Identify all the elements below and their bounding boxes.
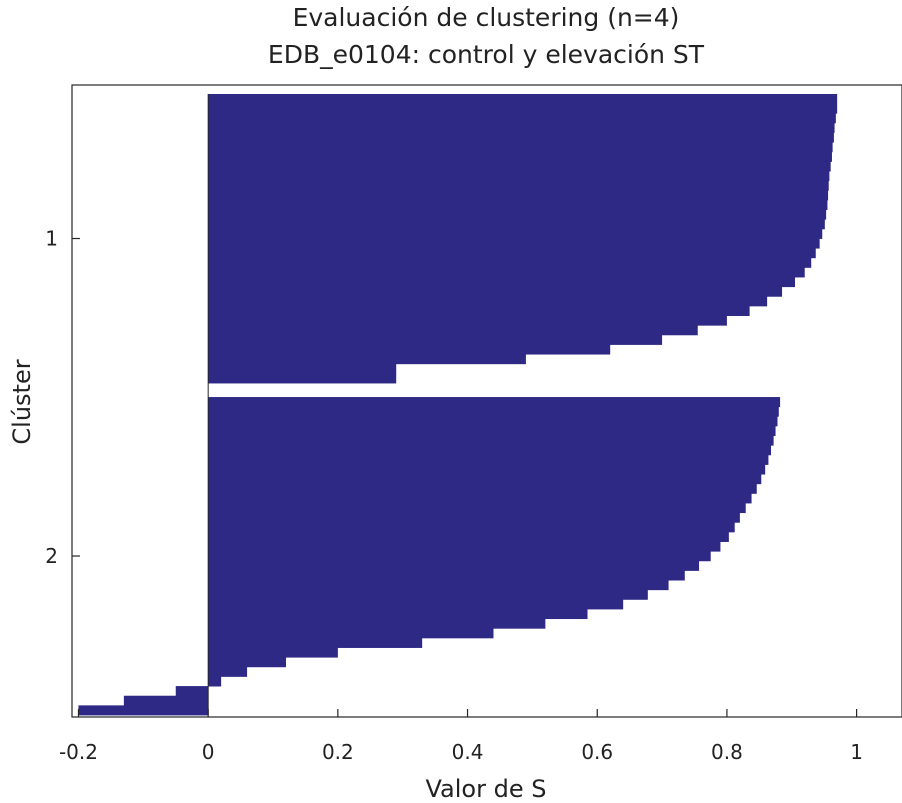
- silhouette-bar-cluster-2-22: [208, 599, 624, 610]
- silhouette-bar-cluster-1-9: [208, 171, 830, 182]
- silhouette-bar-cluster-1-20: [208, 277, 796, 288]
- silhouette-bar-cluster-2-17: [208, 551, 711, 562]
- silhouette-bar-cluster-1-28: [208, 354, 526, 365]
- silhouette-bar-cluster-2-27: [208, 647, 338, 658]
- silhouette-bar-cluster-2-30: [208, 676, 222, 687]
- y-tick-label: 1: [45, 227, 58, 251]
- silhouette-bar-cluster-1-24: [208, 315, 727, 326]
- silhouette-bar-cluster-2-10: [208, 483, 757, 494]
- silhouette-bar-cluster-2-6: [208, 445, 772, 456]
- silhouette-bar-cluster-1-18: [208, 257, 812, 268]
- x-tick-label: 0.8: [711, 740, 743, 764]
- silhouette-bar-cluster-2-7: [208, 454, 769, 465]
- silhouette-bar-cluster-2-24: [208, 618, 546, 629]
- chart-subtitle: EDB_e0104: control y elevación ST: [268, 40, 705, 69]
- y-tick-label: 2: [45, 544, 58, 568]
- silhouette-bar-cluster-2-20: [208, 580, 669, 591]
- silhouette-bar-cluster-2-29: [208, 666, 248, 677]
- silhouette-bar-cluster-2-31: [175, 686, 209, 697]
- silhouette-bar-cluster-2-16: [208, 541, 721, 552]
- silhouette-bar-cluster-1-17: [208, 248, 816, 259]
- silhouette-bar-cluster-2-9: [208, 474, 762, 485]
- silhouette-bar-cluster-1-4: [208, 122, 835, 133]
- silhouette-bar-cluster-2-13: [208, 512, 740, 523]
- silhouette-bar-cluster-1-14: [208, 219, 825, 230]
- x-tick-label: 0.6: [581, 740, 613, 764]
- silhouette-bar-cluster-2-14: [208, 522, 735, 533]
- silhouette-bar-cluster-2-25: [208, 628, 494, 639]
- silhouette-bar-cluster-1-16: [208, 238, 820, 249]
- silhouette-bar-cluster-1-30: [208, 373, 397, 384]
- silhouette-bar-cluster-1-22: [208, 296, 768, 307]
- silhouette-bar-cluster-1-19: [208, 267, 805, 278]
- x-tick-label: 0.2: [322, 740, 354, 764]
- plot-area-frame: [71, 84, 902, 718]
- silhouette-bar-cluster-2-3: [208, 416, 778, 427]
- axes-group: -0.2 0 0.2 0.4 0.6 0.8 1 1 2: [45, 227, 863, 764]
- silhouette-bar-cluster-2-19: [208, 570, 685, 581]
- bar-group: [78, 94, 838, 716]
- silhouette-bar-cluster-2-33: [78, 705, 209, 716]
- silhouette-bar-cluster-2-21: [208, 589, 648, 600]
- silhouette-bar-cluster-1-5: [208, 132, 834, 143]
- x-tick-label: -0.2: [59, 740, 98, 764]
- silhouette-bar-cluster-1-11: [208, 190, 829, 201]
- silhouette-bar-cluster-1-3: [208, 113, 836, 124]
- silhouette-bar-cluster-1-26: [208, 334, 663, 345]
- silhouette-bar-cluster-2-32: [123, 695, 209, 706]
- silhouette-bar-cluster-1-2: [208, 103, 838, 114]
- silhouette-bar-cluster-1-23: [208, 305, 750, 317]
- silhouette-bar-cluster-2-1: [208, 397, 781, 408]
- silhouette-bar-cluster-1-27: [208, 344, 611, 355]
- x-tick-label: 1: [850, 740, 863, 764]
- silhouette-bar-cluster-2-11: [208, 493, 752, 504]
- silhouette-bar-cluster-1-6: [208, 142, 833, 153]
- silhouette-bar-cluster-2-23: [208, 609, 588, 620]
- silhouette-bar-cluster-2-2: [208, 406, 779, 417]
- silhouette-bar-cluster-1-13: [208, 209, 827, 220]
- y-axis-label: Clúster: [8, 359, 36, 444]
- silhouette-bar-cluster-1-15: [208, 228, 823, 239]
- silhouette-bar-cluster-1-7: [208, 151, 832, 162]
- x-tick-label: 0: [202, 740, 215, 764]
- silhouette-bar-cluster-2-26: [208, 637, 423, 648]
- silhouette-bar-cluster-2-5: [208, 435, 774, 446]
- silhouette-bar-cluster-2-4: [208, 425, 776, 436]
- silhouette-bar-cluster-1-25: [208, 325, 698, 336]
- silhouette-bar-cluster-2-15: [208, 531, 729, 542]
- silhouette-bar-cluster-1-8: [208, 161, 831, 172]
- silhouette-bar-cluster-1-12: [208, 199, 828, 211]
- x-tick-label: 0.4: [452, 740, 484, 764]
- chart-title: Evaluación de clustering (n=4): [293, 3, 680, 32]
- silhouette-bar-cluster-1-29: [208, 363, 397, 374]
- silhouette-bar-cluster-2-18: [208, 560, 700, 571]
- silhouette-bar-cluster-1-21: [208, 286, 783, 297]
- silhouette-bar-cluster-1-1: [208, 94, 838, 105]
- silhouette-bar-cluster-1-10: [208, 180, 829, 191]
- silhouette-bar-cluster-2-12: [208, 503, 746, 514]
- x-axis-label: Valor de S: [426, 775, 547, 803]
- silhouette-bar-cluster-2-28: [208, 657, 286, 668]
- silhouette-bar-cluster-2-8: [208, 464, 766, 475]
